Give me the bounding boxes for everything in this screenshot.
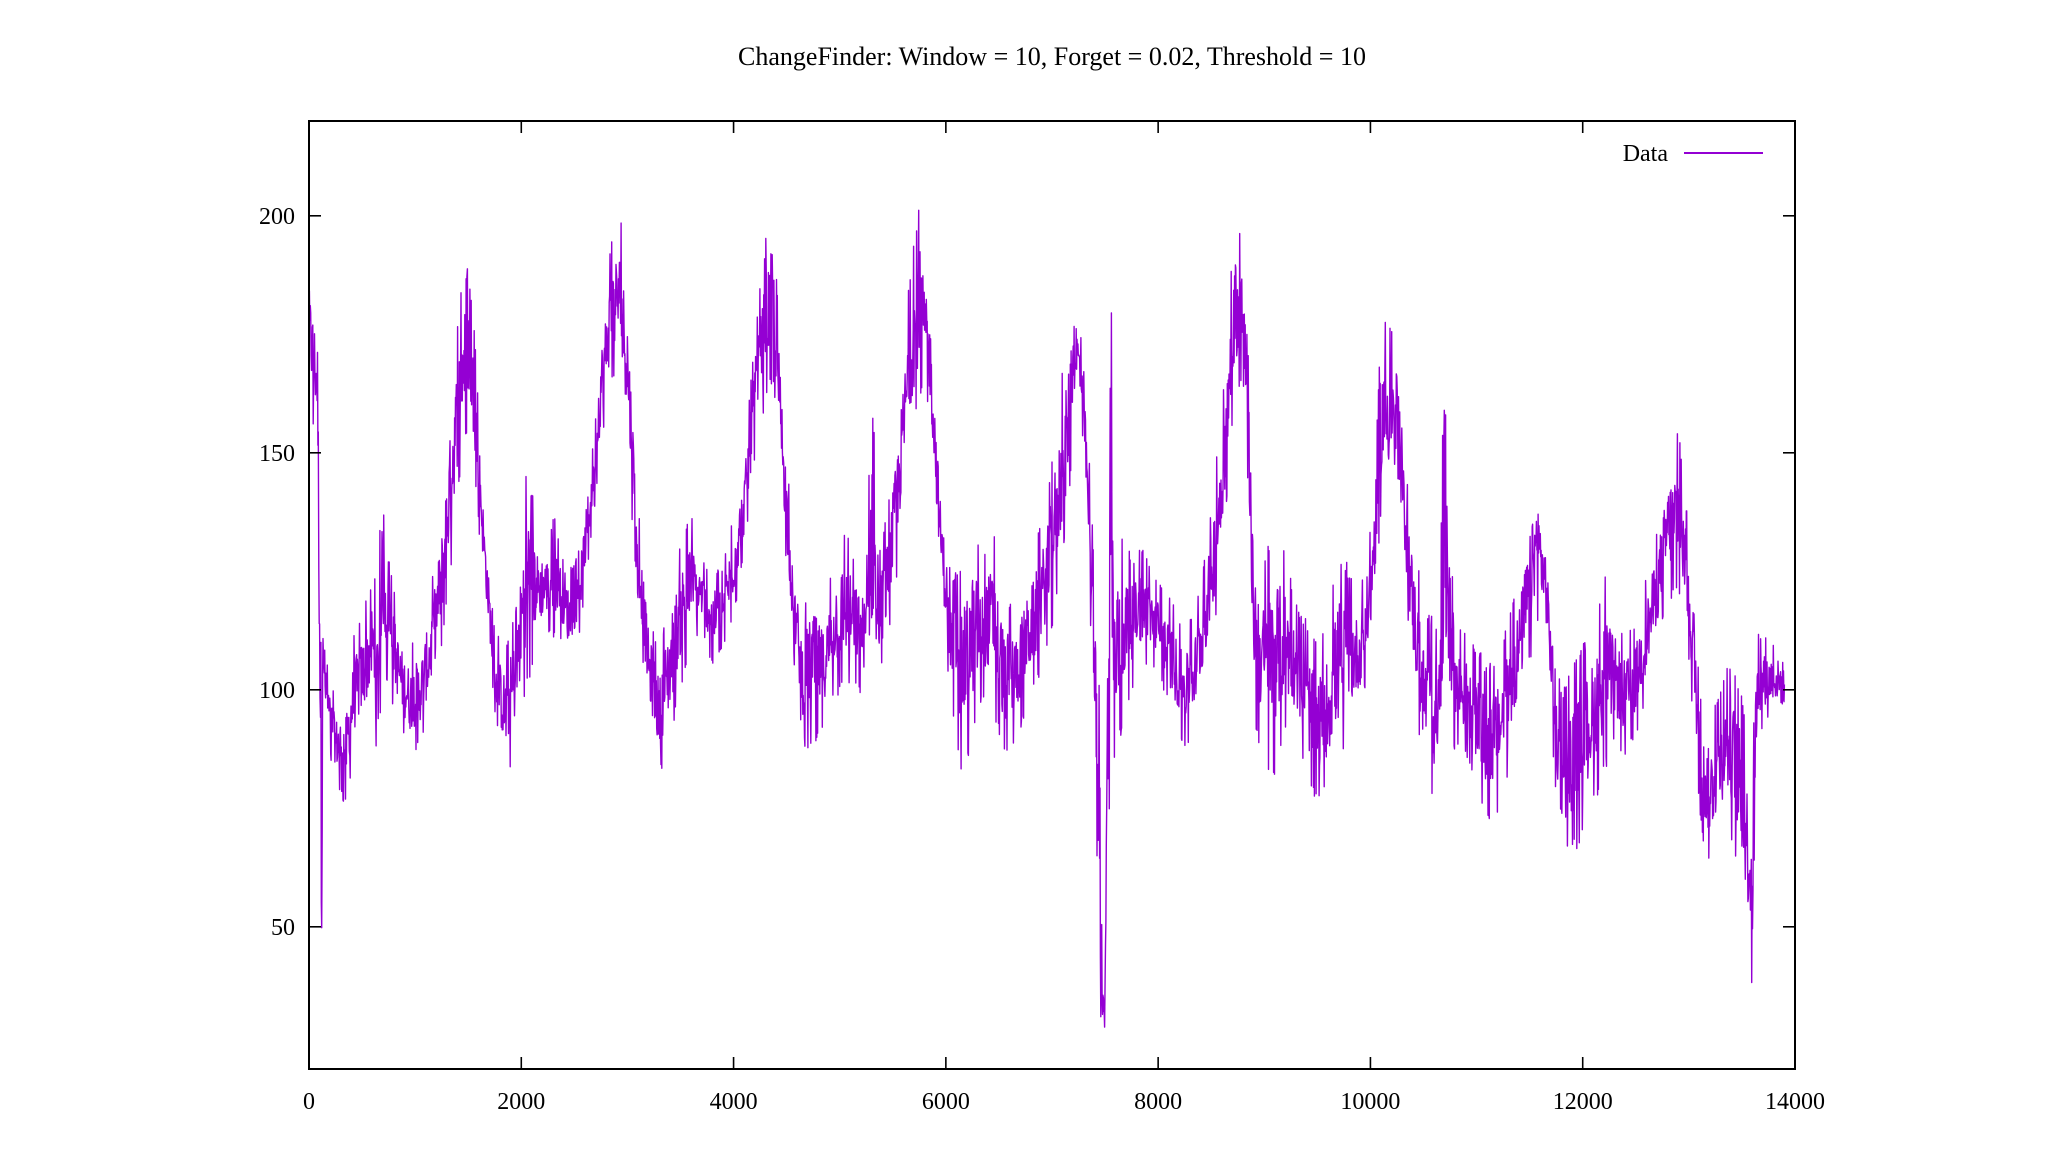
series-layer [308, 209, 1786, 1028]
axis-tick-labels: 0 2000 4000 6000 8000 10000 12000 14000 50 100 150… [259, 204, 1825, 1115]
x-tick-label: 14000 [1765, 1089, 1825, 1115]
legend-label-data: Data [1623, 141, 1669, 167]
y-tick-label: 200 [259, 204, 295, 230]
plot-frame [308, 120, 1796, 1070]
y-tick-label: 100 [259, 678, 295, 704]
x-tick-label: 12000 [1553, 1089, 1613, 1115]
x-tick-label: 4000 [710, 1089, 758, 1115]
x-tick-label: 2000 [497, 1089, 545, 1115]
y-tick-label: 50 [271, 915, 295, 941]
legend: Data [1623, 141, 1763, 167]
x-tick-label: 8000 [1134, 1089, 1182, 1115]
series-line-data [308, 209, 1786, 1028]
chart-title: ChangeFinder: Window = 10, Forget = 0.02… [738, 42, 1366, 71]
x-tick-label: 6000 [922, 1089, 970, 1115]
x-tick-label: 10000 [1340, 1089, 1400, 1115]
y-tick-label: 150 [259, 441, 295, 467]
x-tick-label: 0 [303, 1089, 315, 1115]
axis-ticks [308, 121, 1796, 1069]
